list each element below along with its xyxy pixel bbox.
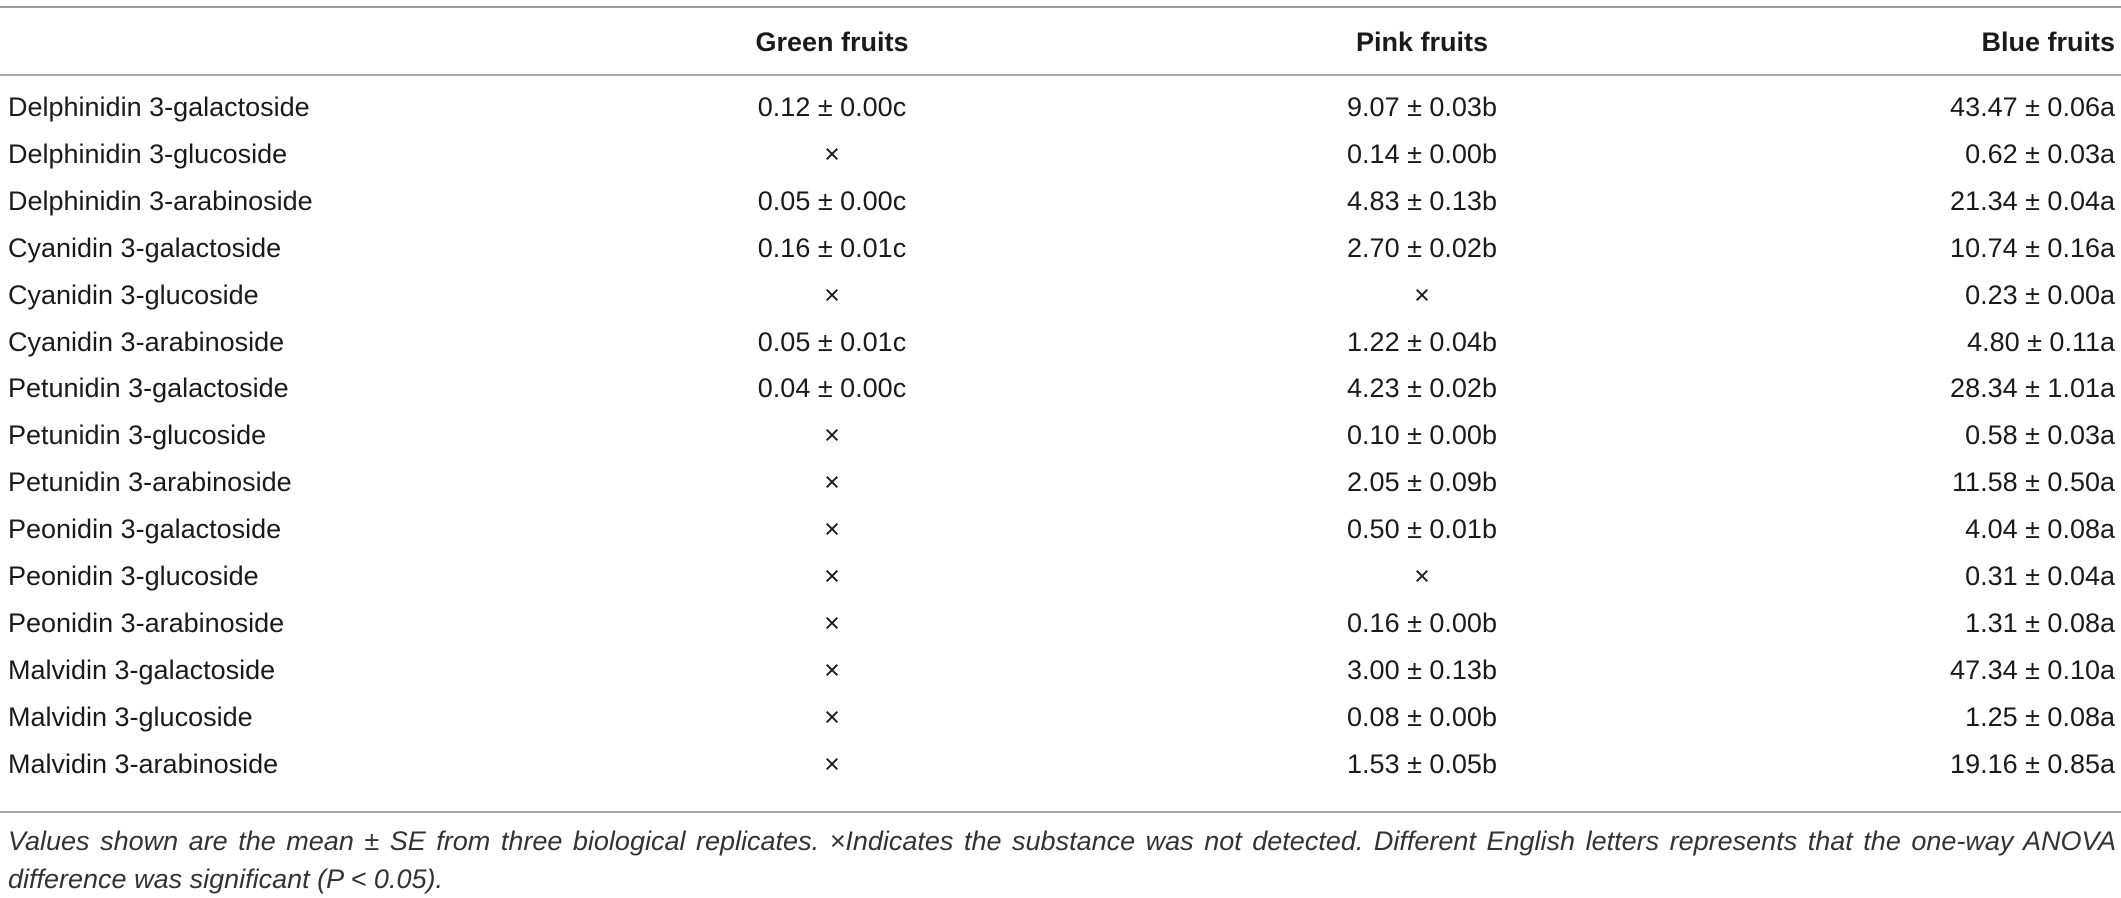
row-blue-value: 4.04 ± 0.08a xyxy=(1965,514,2115,545)
table-row: Cyanidin 3-glucoside × × 0.23 ± 0.00a xyxy=(0,272,2121,319)
row-green-value: × xyxy=(824,138,840,169)
row-blue-value: 28.34 ± 1.01a xyxy=(1950,373,2115,404)
row-green-value: × xyxy=(824,561,840,591)
row-compound-name: Petunidin 3-glucoside xyxy=(8,420,267,451)
row-pink-value: 0.14 ± 0.00b xyxy=(1347,138,1497,169)
row-compound-name: Malvidin 3-glucoside xyxy=(8,701,253,732)
table-row: Delphinidin 3-arabinoside 0.05 ± 0.00c 4.8… xyxy=(0,178,2121,225)
row-blue-value: 1.31 ± 0.08a xyxy=(1965,607,2115,638)
row-compound-name: Cyanidin 3-arabinoside xyxy=(8,326,285,357)
row-pink-value: 2.70 ± 0.02b xyxy=(1347,232,1497,263)
table-row: Peonidin 3-glucoside × × 0.31 ± 0.04a xyxy=(0,553,2121,600)
row-pink-value: 1.53 ± 0.05b xyxy=(1347,748,1497,779)
table-row: Delphinidin 3-galactoside 0.12 ± 0.00c 9.0… xyxy=(0,84,2121,131)
table-row: Petunidin 3-arabinoside × 2.05 ± 0.09b 11.5… xyxy=(0,459,2121,506)
row-blue-value: 0.23 ± 0.00a xyxy=(1965,279,2115,310)
row-green-value: 0.04 ± 0.00c xyxy=(757,373,907,404)
row-blue-value: 4.80 ± 0.11a xyxy=(1967,326,2115,357)
row-blue-value: 43.47 ± 0.06a xyxy=(1950,92,2115,122)
row-blue-value: 21.34 ± 0.04a xyxy=(1950,185,2115,216)
row-compound-name: Petunidin 3-arabinoside xyxy=(8,467,292,498)
row-green-value: 0.12 ± 0.00c xyxy=(757,92,907,122)
table-row: Peonidin 3-arabinoside × 0.16 ± 0.00b 1.31 … xyxy=(0,600,2121,647)
row-blue-value: 11.58 ± 0.50a xyxy=(1952,467,2115,498)
table-row: Malvidin 3-glucoside × 0.08 ± 0.00b 1.25 ± … xyxy=(0,694,2121,741)
header-blue-fruits: Blue fruits xyxy=(1981,27,2115,57)
row-green-value: × xyxy=(824,514,840,545)
row-pink-value: 1.22 ± 0.04b xyxy=(1347,326,1497,357)
table-row: Delphinidin 3-glucoside × 0.14 ± 0.00b 0.62… xyxy=(0,131,2121,178)
table-row: Malvidin 3-galactoside × 3.00 ± 0.13b 47.34… xyxy=(0,647,2121,694)
row-green-value: × xyxy=(824,748,840,779)
table-row: Malvidin 3-arabinoside × 1.53 ± 0.05b 19.16… xyxy=(0,741,2121,788)
row-blue-value: 10.74 ± 0.16a xyxy=(1950,232,2115,263)
row-green-value: × xyxy=(824,701,840,732)
table-row: Cyanidin 3-galactoside 0.16 ± 0.01c 2.70 ±… xyxy=(0,225,2121,272)
row-compound-name: Malvidin 3-galactoside xyxy=(8,654,276,685)
row-green-value: × xyxy=(824,279,840,310)
row-blue-value: 0.62 ± 0.03a xyxy=(1965,138,2115,169)
row-green-value: × xyxy=(824,420,840,451)
table-row: Petunidin 3-galactoside 0.04 ± 0.00c 4.23 … xyxy=(0,365,2121,412)
table-header-row: Green fruits Pink fruits Blue fruits xyxy=(0,14,2121,70)
row-green-value: 0.16 ± 0.01c xyxy=(757,232,907,263)
row-pink-value: 4.23 ± 0.02b xyxy=(1347,373,1497,404)
row-pink-value: 0.10 ± 0.00b xyxy=(1347,420,1497,451)
row-blue-value: 1.25 ± 0.08a xyxy=(1965,701,2115,732)
table-top-rule xyxy=(0,6,2121,8)
row-pink-value: 0.50 ± 0.01b xyxy=(1347,514,1497,545)
row-blue-value: 0.31 ± 0.04a xyxy=(1965,561,2115,591)
table-bottom-rule xyxy=(0,811,2121,813)
row-pink-value: 2.05 ± 0.09b xyxy=(1347,467,1497,498)
row-pink-value: 3.00 ± 0.13b xyxy=(1347,654,1497,685)
row-compound-name: Delphinidin 3-arabinoside xyxy=(8,185,313,216)
row-pink-value: 4.83 ± 0.13b xyxy=(1347,185,1497,216)
row-pink-value: × xyxy=(1414,561,1430,591)
row-compound-name: Peonidin 3-glucoside xyxy=(8,561,259,591)
row-blue-value: 19.16 ± 0.85a xyxy=(1950,748,2115,779)
row-pink-value: × xyxy=(1414,279,1430,310)
row-compound-name: Petunidin 3-galactoside xyxy=(8,373,289,404)
header-pink-fruits: Pink fruits xyxy=(1355,27,1489,57)
row-blue-value: 0.58 ± 0.03a xyxy=(1965,420,2115,451)
row-compound-name: Cyanidin 3-galactoside xyxy=(8,232,282,263)
table-row: Petunidin 3-glucoside × 0.10 ± 0.00b 0.58 ±… xyxy=(0,412,2121,459)
table-row: Cyanidin 3-arabinoside 0.05 ± 0.01c 1.22 ±… xyxy=(0,319,2121,366)
header-green-fruits: Green fruits xyxy=(755,27,909,57)
table-row: Peonidin 3-galactoside × 0.50 ± 0.01b 4.04 … xyxy=(0,506,2121,553)
row-pink-value: 0.08 ± 0.00b xyxy=(1347,701,1497,732)
row-compound-name: Delphinidin 3-glucoside xyxy=(8,138,288,169)
row-compound-name: Delphinidin 3-galactoside xyxy=(8,92,310,122)
row-green-value: 0.05 ± 0.01c xyxy=(757,326,907,357)
row-compound-name: Peonidin 3-galactoside xyxy=(8,514,282,545)
row-compound-name: Peonidin 3-arabinoside xyxy=(8,607,285,638)
table-header-rule xyxy=(0,74,2121,76)
row-compound-name: Malvidin 3-arabinoside xyxy=(8,748,279,779)
row-green-value: 0.05 ± 0.00c xyxy=(757,185,907,216)
row-green-value: × xyxy=(824,654,840,685)
row-green-value: × xyxy=(824,467,840,498)
row-green-value: × xyxy=(824,607,840,638)
row-pink-value: 0.16 ± 0.00b xyxy=(1347,607,1497,638)
row-blue-value: 47.34 ± 0.10a xyxy=(1950,654,2115,685)
table-footnote: Values shown are the mean ± SE from thre… xyxy=(8,826,2116,894)
row-compound-name: Cyanidin 3-glucoside xyxy=(8,279,259,310)
row-pink-value: 9.07 ± 0.03b xyxy=(1347,92,1497,122)
